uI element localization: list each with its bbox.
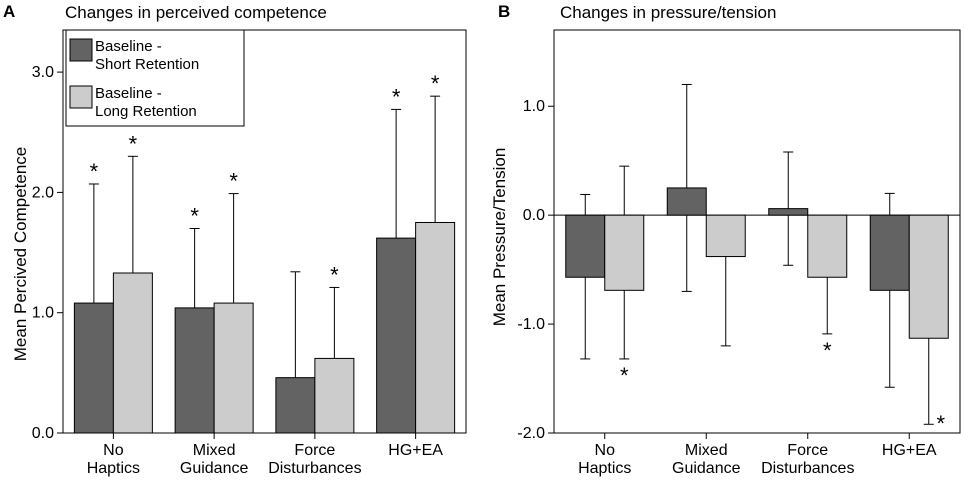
legend-swatch-short-retention bbox=[69, 38, 93, 62]
panel-a-category-label: Force bbox=[294, 442, 335, 459]
panel-b-bar bbox=[908, 214, 949, 339]
panel-a-category-label: HG+EA bbox=[388, 442, 443, 459]
panel-a-significance-star: * bbox=[129, 131, 138, 156]
panel-b-category-label-line2: Disturbances bbox=[761, 460, 854, 477]
panel-b-significance-star: * bbox=[823, 338, 832, 363]
panel-a-category-label-line2: Guidance bbox=[180, 460, 249, 477]
panel-a-title: Changes in perceived competence bbox=[65, 3, 327, 22]
legend-label-long-line2: Long Retention bbox=[95, 103, 197, 120]
panel-a-significance-star: * bbox=[190, 203, 199, 228]
panel-a-y-tick-label: 2.0 bbox=[32, 184, 54, 201]
panel-b-bar bbox=[604, 214, 645, 291]
panel-b-y-tick-label: -1.0 bbox=[517, 316, 545, 333]
panel-a-bar bbox=[213, 302, 254, 434]
panel-b-bar bbox=[666, 187, 707, 216]
panel-a-legend: Baseline - Short Retention Baseline - Lo… bbox=[65, 29, 245, 127]
panel-a-category-label-line2: Haptics bbox=[87, 460, 140, 477]
panel-a-plot-frame bbox=[62, 29, 467, 434]
panel-a-significance-star: * bbox=[392, 84, 401, 109]
panel-b-category-label: Mixed bbox=[685, 442, 728, 459]
panel-a-bar bbox=[415, 221, 456, 434]
panel-a-bar bbox=[376, 237, 417, 434]
panel-b-bar bbox=[869, 214, 910, 291]
panel-b-y-tick-label: -2.0 bbox=[517, 425, 545, 442]
panel-b-letter: B bbox=[498, 2, 510, 21]
panel-a-bar bbox=[314, 357, 355, 434]
panel-b-bar bbox=[807, 214, 848, 278]
panel-b-significance-star: * bbox=[936, 411, 945, 436]
panel-b-category-label: No bbox=[595, 442, 616, 459]
panel-a-significance-star: * bbox=[229, 169, 238, 194]
panel-a-significance-star: * bbox=[90, 159, 99, 184]
panel-b-category-label-line2: Haptics bbox=[578, 460, 631, 477]
legend-label-short-line2: Short Retention bbox=[95, 56, 199, 73]
panel-a-category-label: Mixed bbox=[193, 442, 236, 459]
panel-a-significance-star: * bbox=[431, 71, 440, 96]
panel-b-y-axis-title: Mean Pressure/Tension bbox=[490, 148, 509, 327]
panel-b-bar bbox=[565, 214, 606, 278]
legend-label-long-line1: Baseline - bbox=[95, 85, 162, 102]
panel-b-bar bbox=[768, 208, 809, 216]
panel-a-letter: A bbox=[3, 2, 15, 21]
panel-b-category-label: HG+EA bbox=[882, 442, 937, 459]
panel-a-bar bbox=[73, 302, 114, 434]
panel-a-y-tick-label: 1.0 bbox=[32, 305, 54, 322]
panel-b-y-tick-label: 1.0 bbox=[523, 98, 545, 115]
panel-a-category-label-line2: Disturbances bbox=[268, 460, 361, 477]
panel-a-bar bbox=[112, 272, 153, 434]
panel-a-y-tick-label: 0.0 bbox=[32, 425, 54, 442]
panel-a-y-axis-title: Mean Percived Competence bbox=[11, 147, 30, 362]
panel-a-significance-star: * bbox=[330, 262, 339, 287]
panel-b-category-label-line2: Guidance bbox=[672, 460, 741, 477]
legend-swatch-long-retention bbox=[69, 85, 93, 109]
panel-b-title: Changes in pressure/tension bbox=[560, 3, 776, 22]
legend-frame bbox=[65, 29, 245, 127]
panel-a-y-tick-label: 3.0 bbox=[32, 64, 54, 81]
panel-b-category-label: Force bbox=[787, 442, 828, 459]
panel-b-bar bbox=[705, 214, 746, 258]
panel-b-plot-frame bbox=[553, 29, 961, 434]
legend-label-short-line1: Baseline - bbox=[95, 38, 162, 55]
panel-a-category-label: No bbox=[103, 442, 124, 459]
panel-a-bar bbox=[275, 377, 316, 434]
panel-b-significance-star: * bbox=[620, 363, 629, 388]
panel-a-bar bbox=[174, 307, 215, 434]
panel-b-y-tick-label: 0.0 bbox=[523, 207, 545, 224]
